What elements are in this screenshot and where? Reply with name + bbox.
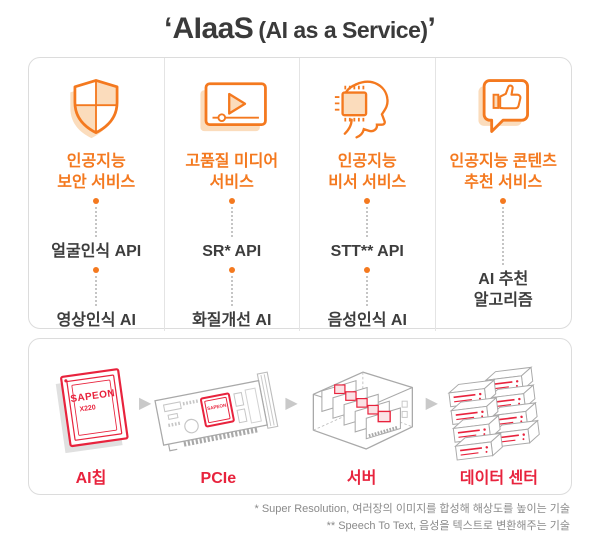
connector <box>500 193 507 265</box>
title-close-quote: ’ <box>427 12 436 45</box>
connector <box>364 262 371 306</box>
shield-icon <box>63 70 129 144</box>
title-sub: (AI as a Service) <box>258 17 428 43</box>
service-title: 인공지능 보안 서비스 <box>57 153 136 191</box>
footnote-sr: * Super Resolution, 여러장의 이미지를 합성해 해상도를 높… <box>254 503 570 515</box>
service-title: 인공지능 콘텐츠 추천 서비스 <box>449 153 558 191</box>
connector <box>93 193 100 237</box>
datacenter-illustration <box>447 366 541 461</box>
service-item: 음성인식 AI <box>327 312 407 329</box>
pipeline-label: AI칩 <box>75 469 107 487</box>
footnote-stt: ** Speech To Text, 음성을 텍스트로 변환해주는 기술 <box>326 520 570 532</box>
service-title: 고품질 미디어 서비스 <box>185 153 279 191</box>
service-title: 인공지능 비서 서비스 <box>328 153 407 191</box>
service-item: 화질개선 AI <box>192 312 272 329</box>
service-column-assistant: 인공지능 비서 서비스 STT** API 음성인식 AI <box>300 58 436 331</box>
video-player-icon <box>193 70 271 144</box>
server-figure: 서버 <box>298 348 426 488</box>
service-item: AI 추천 알고리즘 <box>473 271 533 309</box>
service-item: SR* API <box>202 243 262 260</box>
service-column-media: 고품질 미디어 서비스 SR* API 화질개선 AI <box>165 58 300 331</box>
footnotes: * Super Resolution, 여러장의 이미지를 합성해 해상도를 높… <box>254 501 570 535</box>
connector <box>228 262 235 306</box>
services-panel: 인공지능 보안 서비스 얼굴인식 API 영상인식 AI 고품질 미디어 서비스… <box>28 57 572 331</box>
connector <box>93 262 100 306</box>
connector <box>364 193 371 237</box>
arrow-right-icon: ▶ <box>425 394 438 412</box>
ai-chip-illustration: SAPEON X220 <box>55 367 129 453</box>
datacenter-figure: 데이터 센터 <box>438 348 560 488</box>
pcie-chip-brand-text: SAPEON <box>207 402 228 411</box>
chip-model-text: X220 <box>79 404 96 413</box>
arrow-right-icon: ▶ <box>285 394 298 412</box>
hardware-pipeline-panel: SAPEON X220 AI칩 ▶ <box>28 338 572 495</box>
pipeline-label: 서버 <box>346 469 377 487</box>
service-item: 영상인식 AI <box>56 312 136 329</box>
thumbs-up-bubble-icon <box>469 70 537 144</box>
service-column-security: 인공지능 보안 서비스 얼굴인식 API 영상인식 AI <box>29 58 165 331</box>
service-item: STT** API <box>330 243 404 260</box>
title-open-quote: ‘ <box>164 12 173 45</box>
server-illustration <box>312 371 413 450</box>
ai-chip-figure: SAPEON X220 AI칩 <box>43 348 139 488</box>
pipeline-label: PCIe <box>200 469 237 487</box>
ai-assistant-icon <box>329 70 405 144</box>
service-item: 얼굴인식 API <box>51 243 142 260</box>
arrow-right-icon: ▶ <box>139 394 152 412</box>
pipeline-label: 데이터 센터 <box>459 469 538 487</box>
pcie-card-figure: SAPEON PCIe <box>151 348 285 488</box>
connector <box>228 193 235 237</box>
page-title: ‘AIaaS (AI as a Service)’ <box>0 0 600 54</box>
pcie-card-illustration: SAPEON <box>154 370 279 451</box>
title-main: AIaaS <box>172 12 254 45</box>
service-column-recommendation: 인공지능 콘텐츠 추천 서비스 AI 추천 알고리즘 <box>436 58 572 331</box>
